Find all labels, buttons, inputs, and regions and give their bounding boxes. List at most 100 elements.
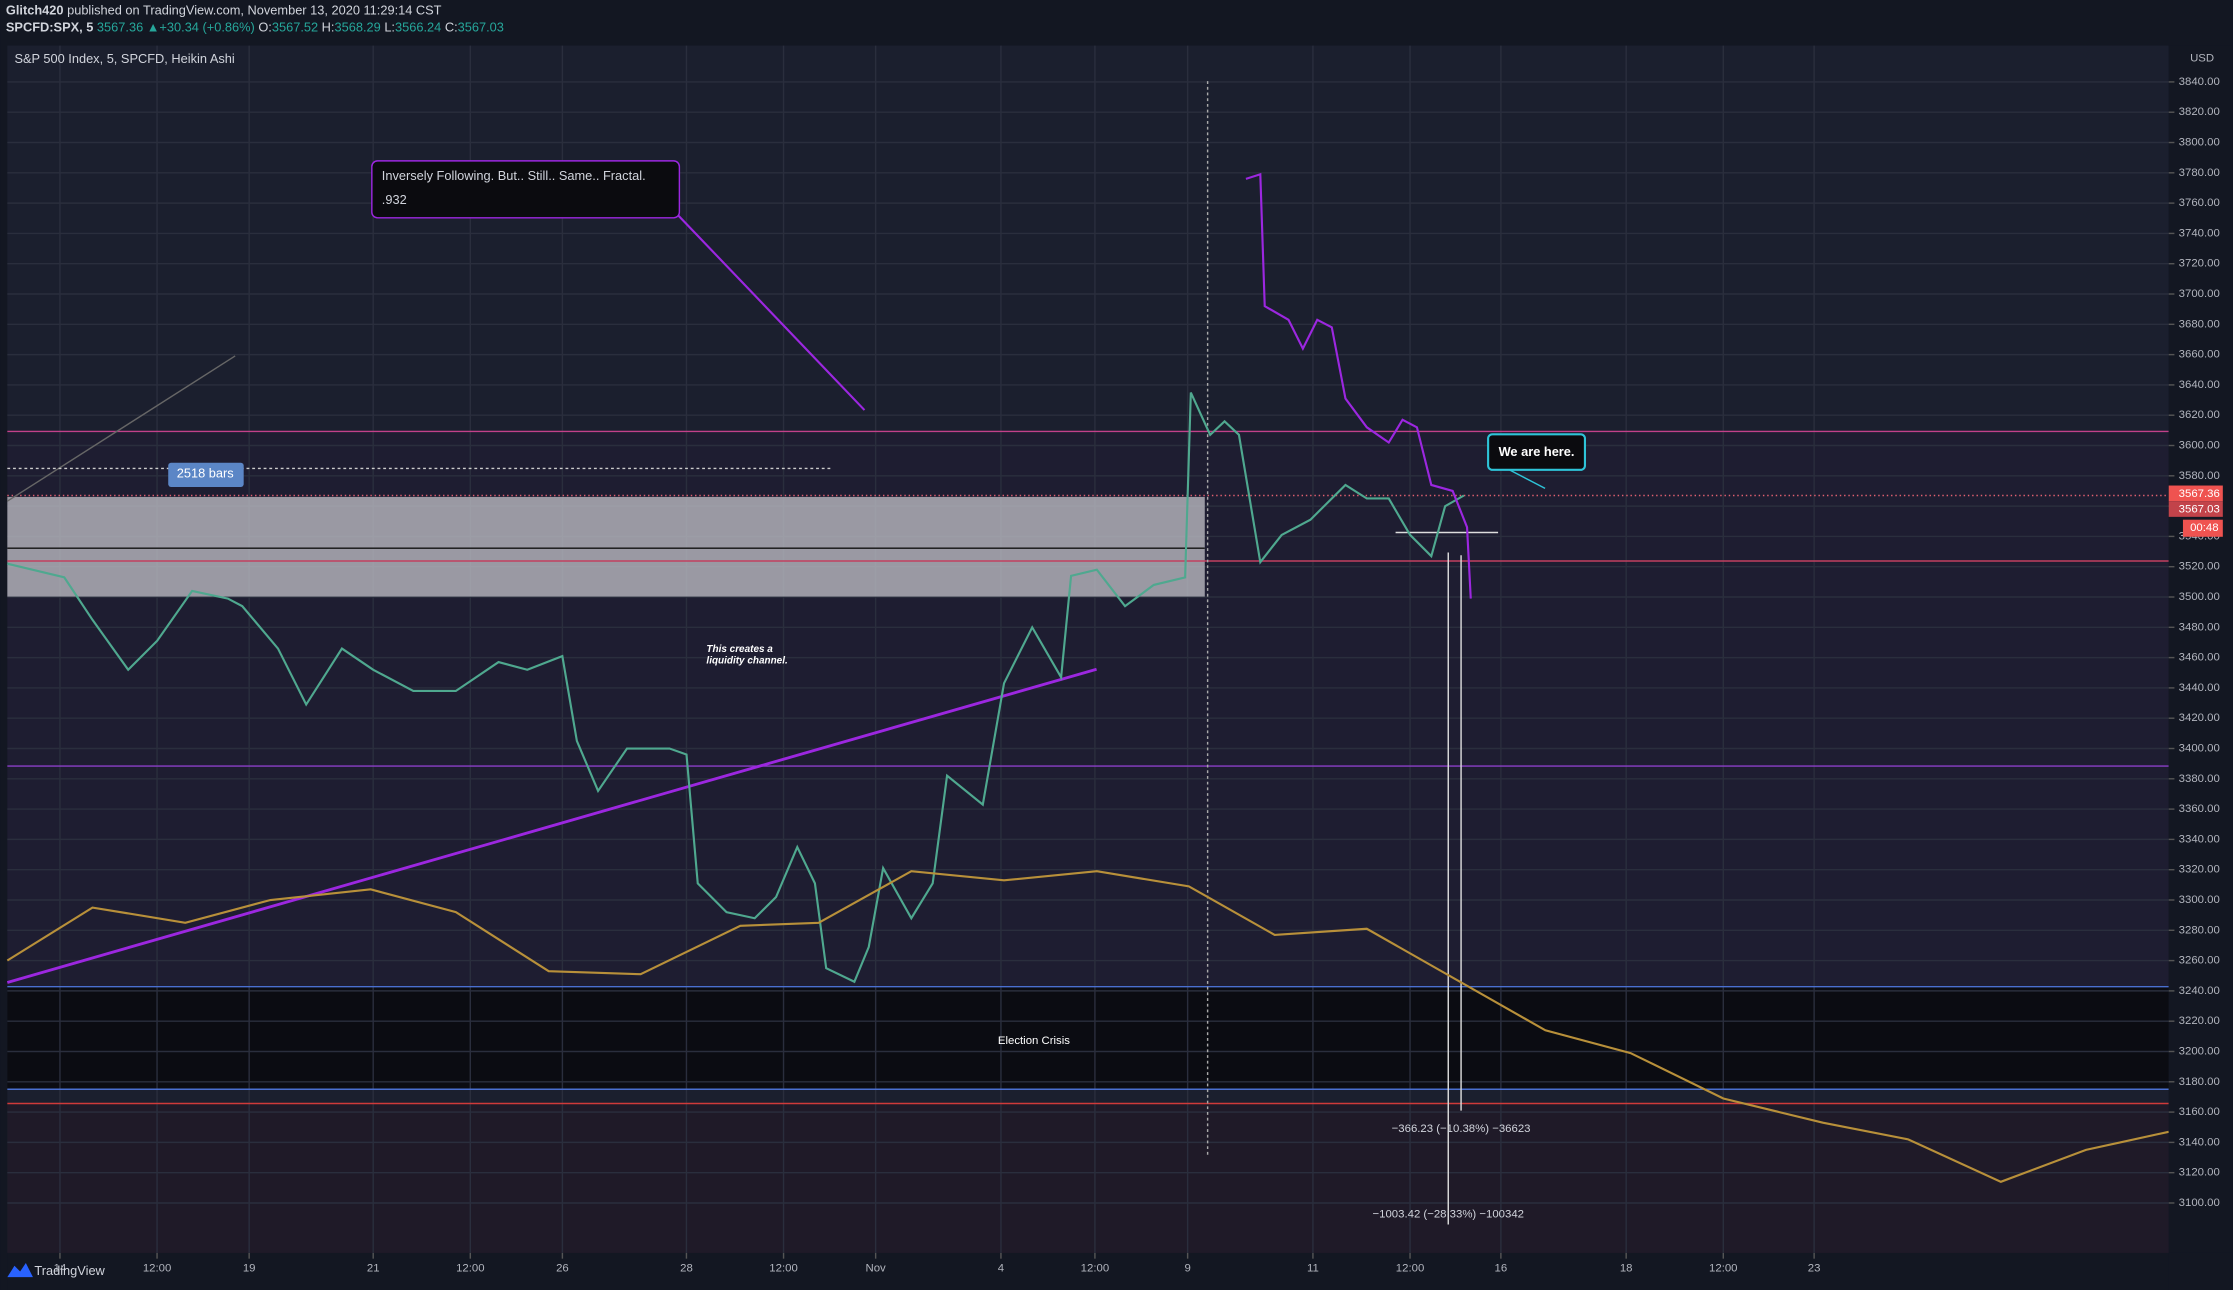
- x-tick-label: 18: [1620, 1263, 1633, 1275]
- y-tick-label: 3820.00: [2179, 106, 2220, 118]
- brand: TradingView: [34, 1263, 105, 1278]
- y-tick-label: 3840.00: [2179, 76, 2220, 88]
- series-line: [7, 392, 1465, 984]
- series: [6, 172, 2169, 1183]
- y-tick-label: 3360.00: [2179, 803, 2220, 815]
- callout-pointer: [675, 212, 866, 411]
- callout-pointer: [1509, 469, 1546, 490]
- y-tick-label: 3200.00: [2179, 1046, 2220, 1058]
- price-tag-label: 3567.36: [2179, 488, 2220, 500]
- change-arrow: ▲: [147, 20, 160, 35]
- y-tick-label: 3660.00: [2179, 349, 2220, 361]
- x-tick-label: Nov: [866, 1263, 887, 1275]
- y-tick-label: 3280.00: [2179, 924, 2220, 936]
- chart-title: S&P 500 Index, 5, SPCFD, Heikin Ashi: [14, 51, 234, 66]
- x-axis: [7, 1252, 2169, 1290]
- y-tick-label: 3420.00: [2179, 712, 2220, 724]
- price-tag: [2168, 485, 2223, 502]
- y-tick-label: 3580.00: [2179, 470, 2220, 482]
- y-tick-label: 3600.00: [2179, 440, 2220, 452]
- annotation: −366.23 (−10.38%) −36623: [1392, 1123, 1531, 1135]
- y-tick-label: 3100.00: [2179, 1197, 2220, 1209]
- x-tick-label: 14: [54, 1263, 67, 1275]
- ohlc-value: 3567.03: [458, 20, 504, 35]
- axes: 3100.00 3120.00 3140.00 3160.00 3180.00 3200.…: [54, 76, 2220, 1275]
- publisher-user: Glitch420: [6, 3, 64, 18]
- y-tick-label: 3220.00: [2179, 1015, 2220, 1027]
- range-box: [7, 496, 1205, 597]
- y-tick-label: 3640.00: [2179, 379, 2220, 391]
- annotation: .932: [382, 192, 407, 207]
- zone: [7, 1103, 2169, 1253]
- bars-badge: [168, 462, 244, 487]
- y-tick-label: 3380.00: [2179, 773, 2220, 785]
- ohlc-label: H:: [322, 20, 335, 35]
- ohlc-value: 3566.24: [395, 20, 441, 35]
- last-price: 3567.36: [97, 20, 143, 35]
- y-tick-label: 3300.00: [2179, 894, 2220, 906]
- annotation: Election Crisis: [998, 1035, 1070, 1047]
- ohlc-label: O:: [258, 20, 272, 35]
- y-tick-label: 3140.00: [2179, 1136, 2220, 1148]
- annotation: liquidity channel.: [706, 655, 787, 666]
- ohlc-value: 3567.52: [272, 20, 318, 35]
- callout: [1487, 433, 1587, 471]
- x-tick-label: 4: [998, 1263, 1004, 1275]
- annotation: This creates a: [706, 644, 773, 655]
- ohlc-label: C:: [445, 20, 458, 35]
- y-tick-label: 3720.00: [2179, 258, 2220, 270]
- y-tick-label: 3760.00: [2179, 197, 2220, 209]
- y-tick-label: 3520.00: [2179, 561, 2220, 573]
- x-tick-label: 23: [1808, 1263, 1821, 1275]
- y-tick-label: 3180.00: [2179, 1076, 2220, 1088]
- y-tick-label: 3780.00: [2179, 167, 2220, 179]
- y-tick-label: 3460.00: [2179, 652, 2220, 664]
- y-tick-label: 3400.00: [2179, 743, 2220, 755]
- y-tick-label: 3120.00: [2179, 1167, 2220, 1179]
- annotation: Inversely Following. But.. Still.. Same.…: [382, 168, 646, 183]
- zone-dark: [7, 986, 2169, 1090]
- x-tick-label: 12:00: [143, 1263, 171, 1275]
- x-tick-label: 28: [680, 1263, 693, 1275]
- header: SPCFD:SPX, 5 3567.36 ▲+30.34 (+0.86%) O:…: [6, 20, 504, 35]
- y-tick-label: 3700.00: [2179, 288, 2220, 300]
- trend-line: [6, 667, 1097, 984]
- y-tick-label: 3740.00: [2179, 227, 2220, 239]
- y-tick-label: 3480.00: [2179, 621, 2220, 633]
- annotation: 2518 bars: [177, 466, 234, 481]
- y-tick-label: 3800.00: [2179, 137, 2220, 149]
- x-tick-label: 21: [367, 1263, 380, 1275]
- y-tick-label: 3320.00: [2179, 864, 2220, 876]
- header: Glitch420 published on TradingView.com, …: [6, 3, 442, 18]
- y-tick-label: 3500.00: [2179, 591, 2220, 603]
- brand-logo: [7, 1262, 33, 1278]
- y-tick-label: 3680.00: [2179, 318, 2220, 330]
- publisher-line: published on TradingView.com, November 1…: [67, 3, 442, 18]
- price-tag: [2182, 519, 2223, 537]
- y-axis: [2168, 45, 2233, 1253]
- y-tick-label: 3620.00: [2179, 409, 2220, 421]
- ohlc-label: L:: [384, 20, 395, 35]
- annotation: We are here.: [1499, 444, 1575, 459]
- price-tag-label: 3567.03: [2179, 504, 2220, 516]
- x-tick-label: 12:00: [1081, 1263, 1109, 1275]
- x-tick-label: 9: [1184, 1263, 1190, 1275]
- symbol: SPCFD:SPX, 5: [6, 20, 93, 35]
- x-tick-label: 11: [1307, 1263, 1319, 1275]
- x-tick-label: 12:00: [456, 1263, 484, 1275]
- price-tag-label: 00:48: [2190, 522, 2218, 534]
- price-tag: [2168, 501, 2223, 517]
- annotation: −1003.42 (−28.33%) −100342: [1373, 1209, 1524, 1221]
- trend-line: [6, 355, 236, 502]
- y-tick-label: 3340.00: [2179, 833, 2220, 845]
- x-tick-label: 12:00: [1709, 1263, 1737, 1275]
- y-tick-label: 3440.00: [2179, 682, 2220, 694]
- x-tick-label: 12:00: [769, 1263, 797, 1275]
- series-line: [1245, 172, 1472, 599]
- x-tick-label: 16: [1495, 1263, 1508, 1275]
- change: +30.34 (+0.86%): [159, 20, 254, 35]
- grid: [7, 45, 2169, 1253]
- callout: [371, 160, 681, 219]
- y-tick-label: 3260.00: [2179, 955, 2220, 967]
